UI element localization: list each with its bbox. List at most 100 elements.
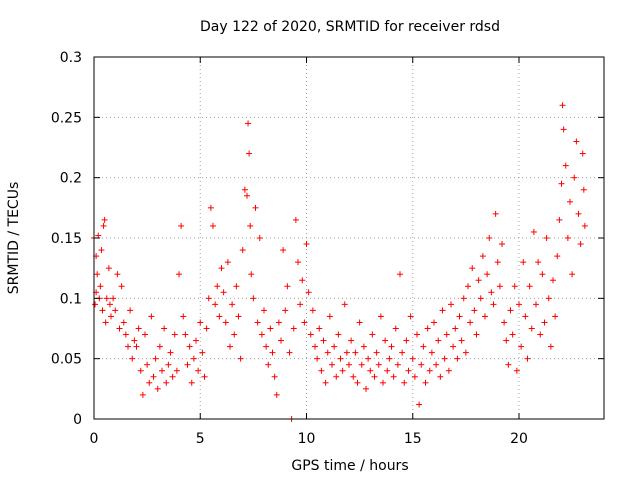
data-point	[496, 283, 503, 290]
data-point	[520, 259, 527, 266]
data-point	[564, 235, 571, 241]
data-point	[560, 126, 567, 133]
data-point	[299, 277, 306, 284]
data-point	[261, 307, 267, 314]
data-point	[471, 307, 478, 314]
data-point	[482, 313, 488, 320]
x-tick-label: 0	[90, 431, 99, 447]
data-point	[247, 222, 254, 229]
data-point	[373, 349, 380, 356]
data-point	[399, 349, 406, 356]
data-point	[467, 319, 474, 326]
data-point	[100, 222, 107, 229]
data-point	[571, 174, 578, 181]
data-point	[203, 325, 210, 332]
data-point	[426, 367, 433, 374]
data-point	[231, 331, 238, 338]
data-point	[102, 319, 109, 326]
data-point	[148, 313, 155, 320]
data-point	[422, 379, 429, 386]
data-point	[127, 307, 134, 314]
data-point	[224, 259, 231, 266]
data-point	[322, 379, 329, 386]
x-tick-label: 15	[404, 431, 422, 447]
y-tick-label: 0.3	[60, 50, 82, 66]
data-point	[511, 283, 518, 290]
data-point	[335, 331, 342, 338]
data-point	[154, 385, 161, 392]
data-point	[479, 253, 486, 260]
data-point	[214, 283, 221, 290]
data-point	[522, 313, 529, 320]
data-point	[252, 204, 259, 211]
data-point	[156, 343, 163, 350]
data-point	[369, 331, 376, 338]
data-point	[241, 186, 248, 193]
data-point	[558, 180, 565, 187]
data-point	[380, 379, 386, 386]
y-tick-label: 0.15	[51, 231, 82, 247]
y-tick-label: 0.1	[60, 291, 82, 307]
data-point	[433, 361, 440, 368]
data-point	[114, 271, 121, 278]
data-point	[469, 265, 476, 272]
data-point	[133, 343, 140, 350]
data-point	[286, 349, 293, 356]
data-point	[358, 361, 365, 368]
data-point	[237, 355, 244, 362]
data-point	[416, 401, 423, 408]
data-point	[244, 192, 250, 199]
data-point	[267, 325, 274, 332]
data-point	[473, 331, 480, 338]
data-point	[227, 343, 233, 350]
data-point	[312, 343, 318, 350]
data-point	[190, 355, 197, 362]
data-point	[292, 216, 299, 223]
data-point	[256, 235, 263, 241]
data-point	[265, 361, 272, 368]
data-point	[384, 367, 391, 374]
data-point	[245, 120, 252, 127]
data-point	[290, 325, 297, 332]
data-point	[122, 331, 129, 338]
data-point	[488, 289, 495, 296]
data-point	[556, 216, 563, 223]
data-point	[411, 373, 418, 380]
data-point	[456, 313, 463, 320]
data-point	[507, 307, 514, 314]
data-point	[418, 361, 425, 368]
data-point	[569, 271, 576, 278]
data-point	[490, 301, 497, 308]
data-point	[220, 289, 227, 296]
data-point	[545, 295, 552, 302]
data-point	[424, 325, 431, 332]
data-point	[428, 349, 435, 356]
data-point	[303, 241, 310, 248]
data-point	[567, 198, 573, 205]
data-point	[295, 259, 301, 266]
data-point	[354, 379, 361, 386]
y-tick-label: 0.05	[51, 352, 82, 368]
data-point	[333, 373, 340, 380]
data-point	[505, 361, 512, 368]
data-point	[269, 349, 276, 356]
data-point	[165, 361, 172, 368]
data-point	[99, 307, 106, 314]
data-point	[205, 295, 212, 302]
data-point	[367, 367, 374, 374]
data-point	[116, 325, 123, 332]
data-point	[273, 391, 280, 398]
data-point	[188, 379, 195, 386]
data-point	[229, 301, 236, 308]
data-point	[550, 277, 556, 284]
data-point	[246, 150, 253, 157]
data-point	[462, 349, 469, 356]
data-point	[341, 301, 348, 308]
data-point	[445, 367, 452, 374]
data-point	[535, 259, 542, 266]
data-point	[541, 319, 548, 326]
data-point	[575, 210, 582, 217]
data-point	[118, 283, 125, 290]
data-point	[375, 361, 382, 368]
